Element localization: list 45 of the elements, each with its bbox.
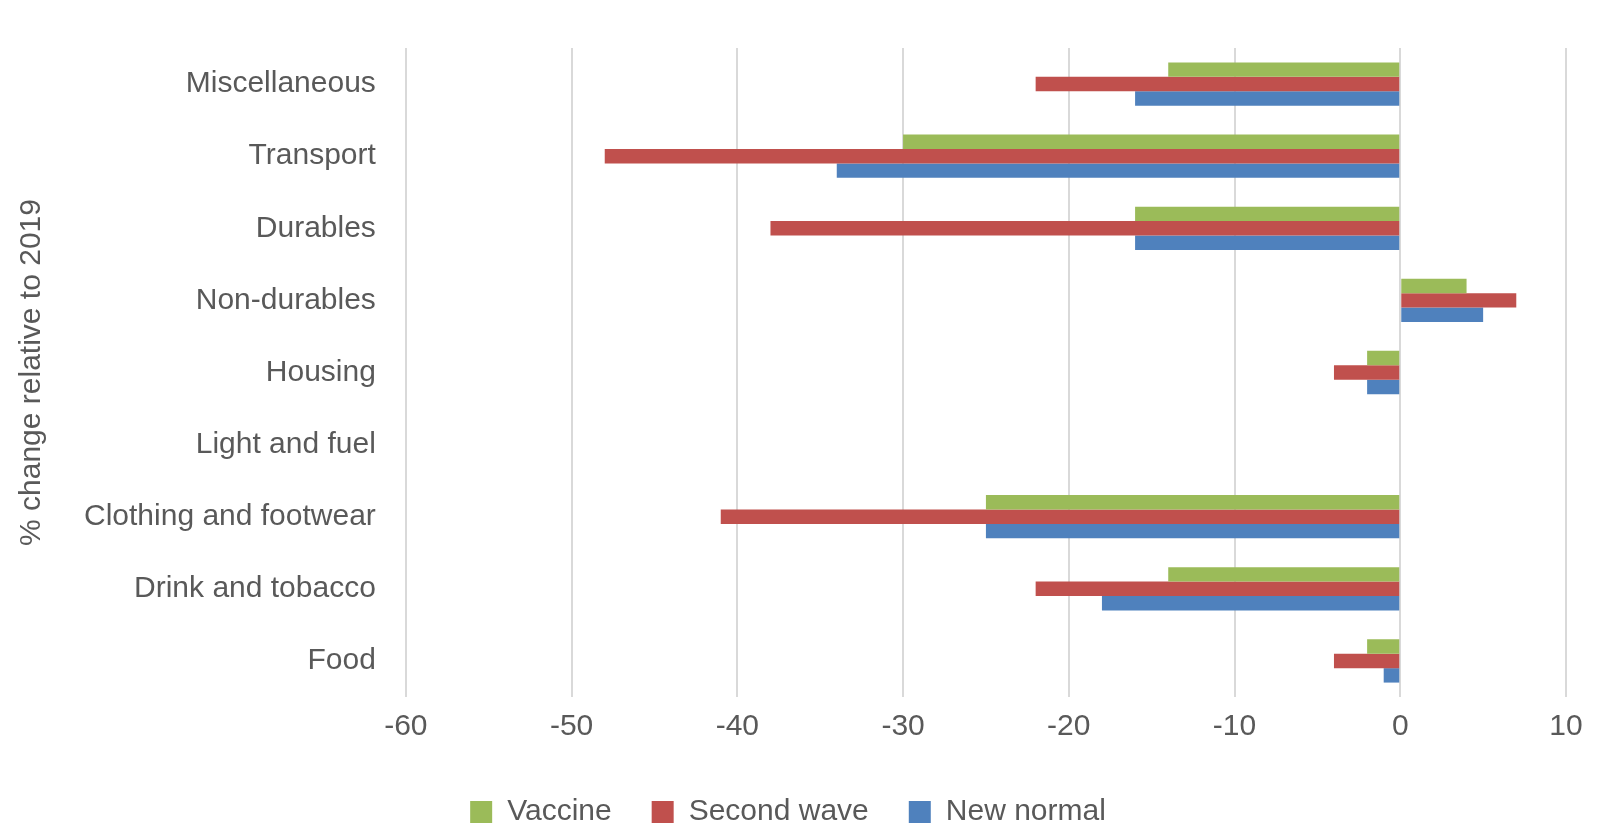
bar xyxy=(1168,62,1400,77)
bar xyxy=(1333,365,1400,380)
bar xyxy=(1135,91,1400,106)
bar xyxy=(1035,76,1400,92)
legend-label: Second wave xyxy=(688,793,869,827)
bar xyxy=(1367,379,1400,395)
y-tick-label: Food xyxy=(307,642,376,676)
bar xyxy=(1383,668,1400,683)
y-tick-label: Durables xyxy=(255,209,376,243)
bar xyxy=(836,163,1400,178)
bar xyxy=(1333,653,1400,669)
x-tick-label: 0 xyxy=(1391,708,1409,742)
x-tick-label: -20 xyxy=(1047,708,1091,742)
bar xyxy=(1135,235,1400,250)
bar xyxy=(1401,293,1517,308)
bar xyxy=(1401,278,1467,294)
x-tick-label: -10 xyxy=(1212,708,1257,742)
y-tick-label: Non-durables xyxy=(195,281,376,315)
y-tick-label: Drink and tobacco xyxy=(134,570,376,604)
bar xyxy=(903,134,1400,149)
x-tick-label: -30 xyxy=(881,708,925,742)
bar xyxy=(1035,581,1400,597)
bar xyxy=(1168,567,1400,582)
bar xyxy=(1135,206,1400,222)
x-tick-label: -40 xyxy=(715,708,760,742)
y-tick-label: Transport xyxy=(248,137,377,171)
bar xyxy=(770,221,1400,236)
bar xyxy=(1367,639,1400,654)
y-tick-label: Light and fuel xyxy=(195,425,376,459)
legend-label: Vaccine xyxy=(507,793,612,827)
bar xyxy=(720,509,1400,524)
y-tick-label: Housing xyxy=(265,353,376,387)
y-tick-label: Miscellaneous xyxy=(185,65,376,99)
y-tick-label: Clothing and footwear xyxy=(84,497,376,531)
bar xyxy=(1401,307,1484,323)
bar xyxy=(1367,350,1400,366)
x-tick-label: -50 xyxy=(549,708,594,742)
y-axis-title: % change relative to 2019 xyxy=(13,199,47,546)
x-tick-label: 10 xyxy=(1549,708,1583,742)
legend-label: New normal xyxy=(945,793,1106,827)
bar xyxy=(985,523,1400,539)
bar xyxy=(604,148,1400,164)
x-tick-label: -60 xyxy=(384,708,428,742)
bar xyxy=(1101,596,1400,611)
bar xyxy=(985,495,1400,510)
